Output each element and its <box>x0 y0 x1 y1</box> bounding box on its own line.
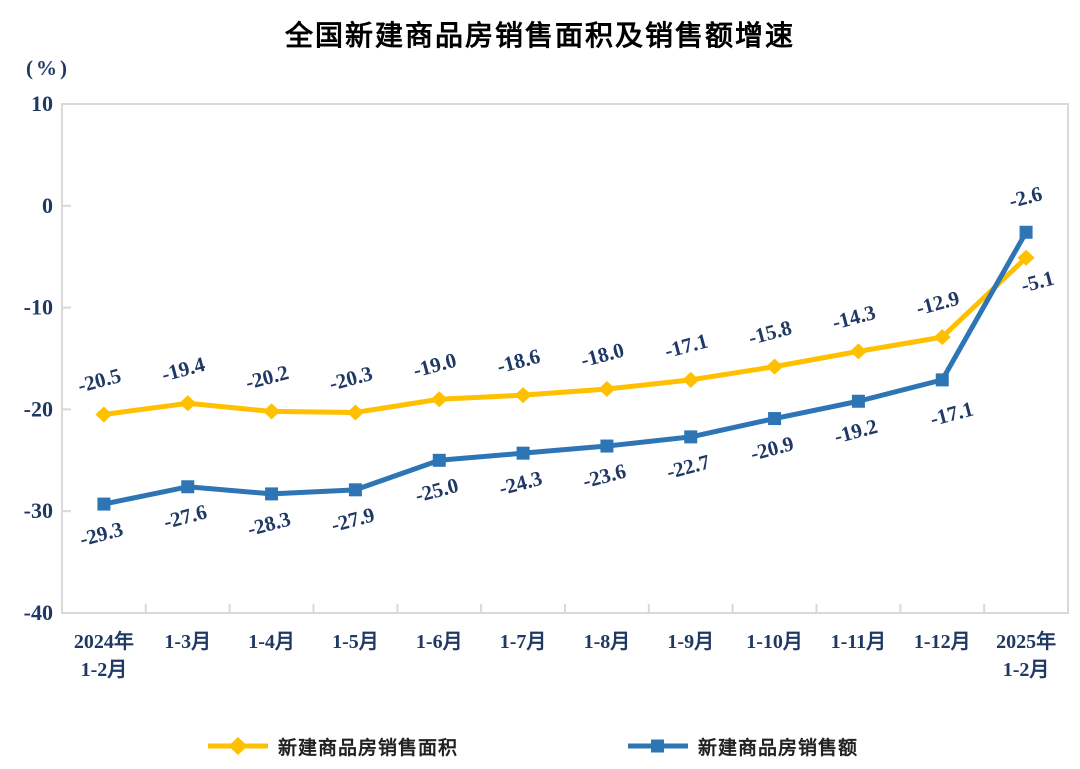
data-label: -20.5 <box>75 363 123 398</box>
y-axis-tick-label: -40 <box>24 600 53 625</box>
data-label: -19.0 <box>410 348 458 383</box>
x-axis-category-label: 1-9月 <box>667 631 714 653</box>
data-label: -18.6 <box>494 344 542 379</box>
x-axis-category-label: 1-5月 <box>332 631 379 653</box>
data-label: -22.7 <box>664 450 712 485</box>
diamond-marker-icon <box>179 395 197 412</box>
data-label: -27.9 <box>329 502 377 537</box>
square-marker-icon <box>432 453 446 467</box>
diamond-marker-icon <box>682 371 700 388</box>
data-label: -18.0 <box>578 338 626 373</box>
diamond-marker-icon <box>430 391 448 408</box>
x-axis-category-label: 1-8月 <box>584 631 631 653</box>
legend-label-sales-amount: 新建商品房销售额 <box>698 737 859 759</box>
diamond-marker-icon <box>849 343 867 360</box>
y-axis-tick-label: 10 <box>31 91 53 116</box>
series-line-sales-area <box>103 255 1028 417</box>
x-axis-category-label: 1-6月 <box>416 631 463 653</box>
chart-title: 全国新建商品房销售面积及销售额增速 <box>284 20 795 51</box>
square-marker-icon <box>1019 225 1033 239</box>
data-label: -20.3 <box>327 361 375 396</box>
square-marker-icon <box>684 430 698 444</box>
legend-item-sales-area: 新建商品房销售面积 <box>208 734 459 759</box>
data-label: -28.3 <box>245 507 293 542</box>
data-label: -17.1 <box>927 397 975 432</box>
data-label: -29.3 <box>77 517 125 552</box>
diamond-marker-icon <box>933 329 951 346</box>
data-label: -12.9 <box>913 286 961 321</box>
y-axis-tick-label: -30 <box>24 498 53 523</box>
chart-legend: 新建商品房销售面积 新建商品房销售额 <box>0 732 1080 762</box>
data-label: -17.1 <box>662 329 710 364</box>
data-label: -19.2 <box>832 414 880 449</box>
x-axis-category-label: 1-4月 <box>248 631 295 653</box>
x-axis-category-label: 1-12月 <box>914 631 971 653</box>
x-axis-category-label: 1-10月 <box>746 631 803 653</box>
data-label: -23.6 <box>580 459 628 494</box>
y-axis-tick-label: 0 <box>42 193 53 218</box>
square-marker-icon <box>768 412 782 426</box>
x-axis-category-label: 1-7月 <box>500 631 547 653</box>
data-label: -24.3 <box>496 466 544 501</box>
data-label: -14.3 <box>830 300 878 335</box>
diamond-marker-icon <box>95 406 113 423</box>
square-marker-icon <box>348 483 362 497</box>
legend-label-sales-area: 新建商品房销售面积 <box>278 737 459 759</box>
diamond-marker-icon <box>1017 249 1035 266</box>
legend-square-marker-icon <box>628 737 688 755</box>
square-marker-icon <box>181 480 195 494</box>
x-axis-category-label: 1-11月 <box>831 631 887 653</box>
y-axis-tick-label: -10 <box>24 295 53 320</box>
plot-area-border <box>61 103 1069 614</box>
data-label: -27.6 <box>161 499 209 534</box>
legend-diamond-marker-icon <box>208 737 268 755</box>
data-label: -15.8 <box>746 315 794 350</box>
diamond-marker-icon <box>263 403 281 420</box>
square-marker-icon <box>265 487 279 501</box>
diamond-marker-icon <box>766 358 784 375</box>
data-label: -2.6 <box>1006 181 1044 213</box>
square-marker-icon <box>600 439 614 453</box>
data-label: -25.0 <box>412 473 460 508</box>
diamond-marker-icon <box>598 381 616 398</box>
series-line-sales-amount <box>103 231 1029 507</box>
y-axis-tick-label: -20 <box>24 396 53 421</box>
y-axis-unit-label: (%) <box>26 56 70 80</box>
square-marker-icon <box>516 446 530 460</box>
diamond-marker-icon <box>346 404 364 421</box>
data-label: -5.1 <box>1018 266 1056 298</box>
x-axis-category-label: 1-3月 <box>164 631 211 653</box>
legend-item-sales-amount: 新建商品房销售额 <box>628 734 859 759</box>
square-marker-icon <box>97 497 111 511</box>
square-marker-icon <box>935 373 949 387</box>
square-marker-icon <box>851 394 865 408</box>
x-axis-category-label: 2025年 1-2月 <box>996 629 1056 681</box>
data-label: -19.4 <box>159 352 208 387</box>
diamond-marker-icon <box>514 387 532 404</box>
data-label: -20.2 <box>243 360 291 395</box>
data-label: -20.9 <box>748 431 796 466</box>
x-axis-category-label: 2024年 1-2月 <box>74 629 134 681</box>
